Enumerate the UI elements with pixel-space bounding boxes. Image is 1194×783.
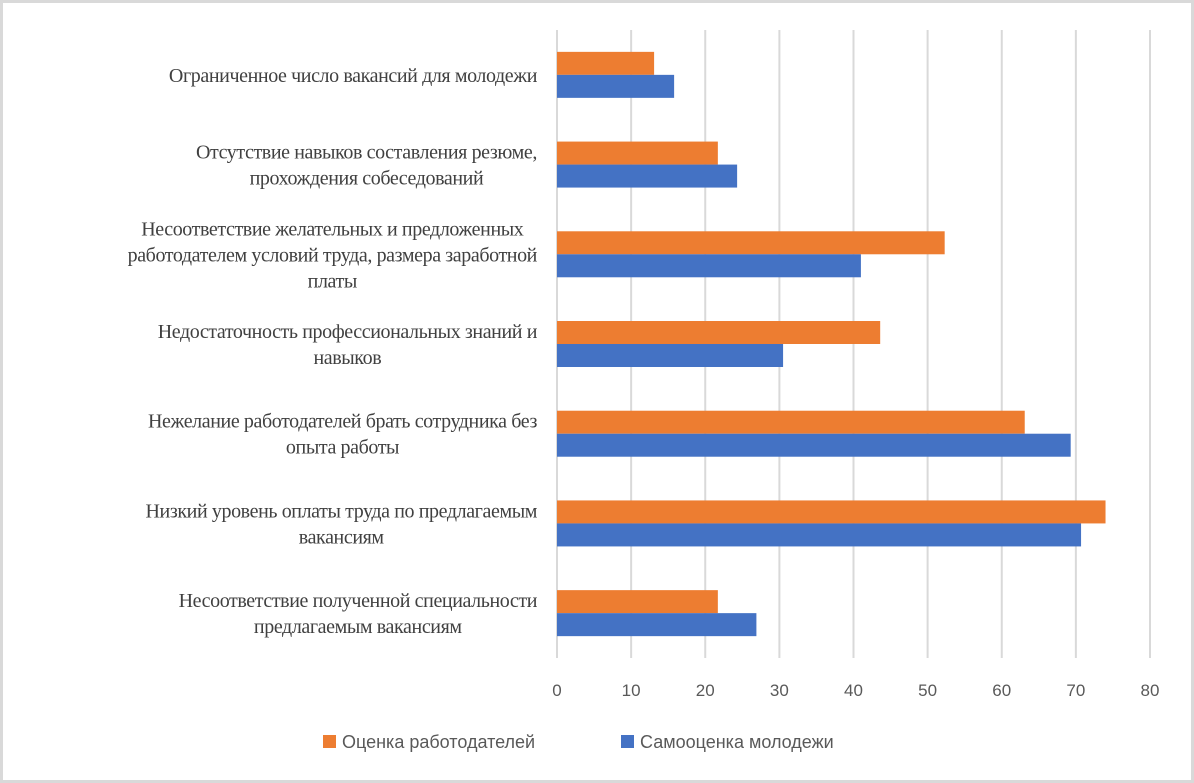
legend-item-youth[interactable]: Самооценка молодежи bbox=[621, 732, 834, 752]
bar-youth[interactable] bbox=[557, 523, 1082, 547]
bar-youth[interactable] bbox=[557, 254, 861, 278]
x-tick-label: 60 bbox=[992, 681, 1011, 700]
category-labels: Ограниченное число вакансий для молодежи… bbox=[128, 65, 539, 638]
x-axis-tick-labels: 0 10 20 30 40 50 60 70 80 bbox=[552, 681, 1159, 700]
bars bbox=[557, 51, 1106, 637]
category-label-line: Нежелание работодателей брать сотрудника… bbox=[148, 411, 537, 433]
category-label-line: Недостаточность профессиональных знаний … bbox=[158, 321, 538, 343]
bar-youth[interactable] bbox=[557, 433, 1071, 457]
category-label-line: Несоответствие желательных и предложенны… bbox=[141, 218, 524, 240]
category-label-line: навыков bbox=[313, 347, 381, 369]
x-tick-label: 40 bbox=[844, 681, 863, 700]
bar-employers[interactable] bbox=[557, 231, 945, 255]
x-tick-label: 50 bbox=[918, 681, 937, 700]
category-label-line: работодателем условий труда, размера зар… bbox=[128, 244, 538, 266]
bar-youth[interactable] bbox=[557, 164, 738, 188]
x-tick-label: 70 bbox=[1066, 681, 1085, 700]
legend-swatch-youth bbox=[621, 735, 634, 748]
x-tick-label: 0 bbox=[552, 681, 561, 700]
category-label-line: Ограниченное число вакансий для молодежи bbox=[169, 65, 538, 87]
x-tick-label: 10 bbox=[622, 681, 641, 700]
category-label-line: Отсутствие навыков составления резюме, bbox=[196, 142, 537, 164]
legend-item-employers[interactable]: Оценка работодателей bbox=[323, 732, 535, 752]
category-label-line: Несоответствие полученной специальности bbox=[179, 590, 538, 612]
category-label: Недостаточность профессиональных знаний … bbox=[158, 321, 538, 369]
category-label: Нежелание работодателей брать сотрудника… bbox=[148, 411, 538, 459]
legend-swatch-employers bbox=[323, 735, 336, 748]
category-label: Отсутствие навыков составления резюме, пр… bbox=[196, 142, 537, 190]
bar-employers[interactable] bbox=[557, 590, 718, 614]
bar-employers[interactable] bbox=[557, 141, 718, 165]
x-tick-label: 80 bbox=[1141, 681, 1160, 700]
bar-employers[interactable] bbox=[557, 410, 1025, 434]
category-label-line: вакансиям bbox=[299, 526, 385, 548]
category-label-line: платы bbox=[308, 270, 357, 292]
x-tick-label: 20 bbox=[696, 681, 715, 700]
bar-youth[interactable] bbox=[557, 613, 757, 637]
bar-youth[interactable] bbox=[557, 74, 675, 98]
bar-employers[interactable] bbox=[557, 321, 881, 344]
category-label: Несоответствие желательных и предложенны… bbox=[128, 218, 538, 292]
category-label: Несоответствие полученной специальности п… bbox=[179, 590, 539, 638]
x-tick-label: 30 bbox=[770, 681, 789, 700]
category-label: Ограниченное число вакансий для молодежи bbox=[169, 65, 538, 87]
category-label: Низкий уровень оплаты труда по предлагае… bbox=[146, 500, 539, 548]
bar-employers[interactable] bbox=[557, 51, 655, 75]
bar-youth[interactable] bbox=[557, 344, 784, 367]
category-label-line: опыта работы bbox=[286, 437, 399, 459]
gridlines bbox=[556, 30, 1151, 658]
legend: Оценка работодателей Самооценка молодежи bbox=[323, 732, 834, 752]
legend-label-employers: Оценка работодателей bbox=[342, 732, 535, 752]
category-label-line: предлагаемым вакансиям bbox=[254, 616, 462, 638]
category-label-line: Низкий уровень оплаты труда по предлагае… bbox=[146, 500, 538, 522]
bar-employers[interactable] bbox=[557, 500, 1106, 524]
legend-label-youth: Самооценка молодежи bbox=[640, 732, 834, 752]
category-label-line: прохождения собеседований bbox=[250, 168, 484, 190]
